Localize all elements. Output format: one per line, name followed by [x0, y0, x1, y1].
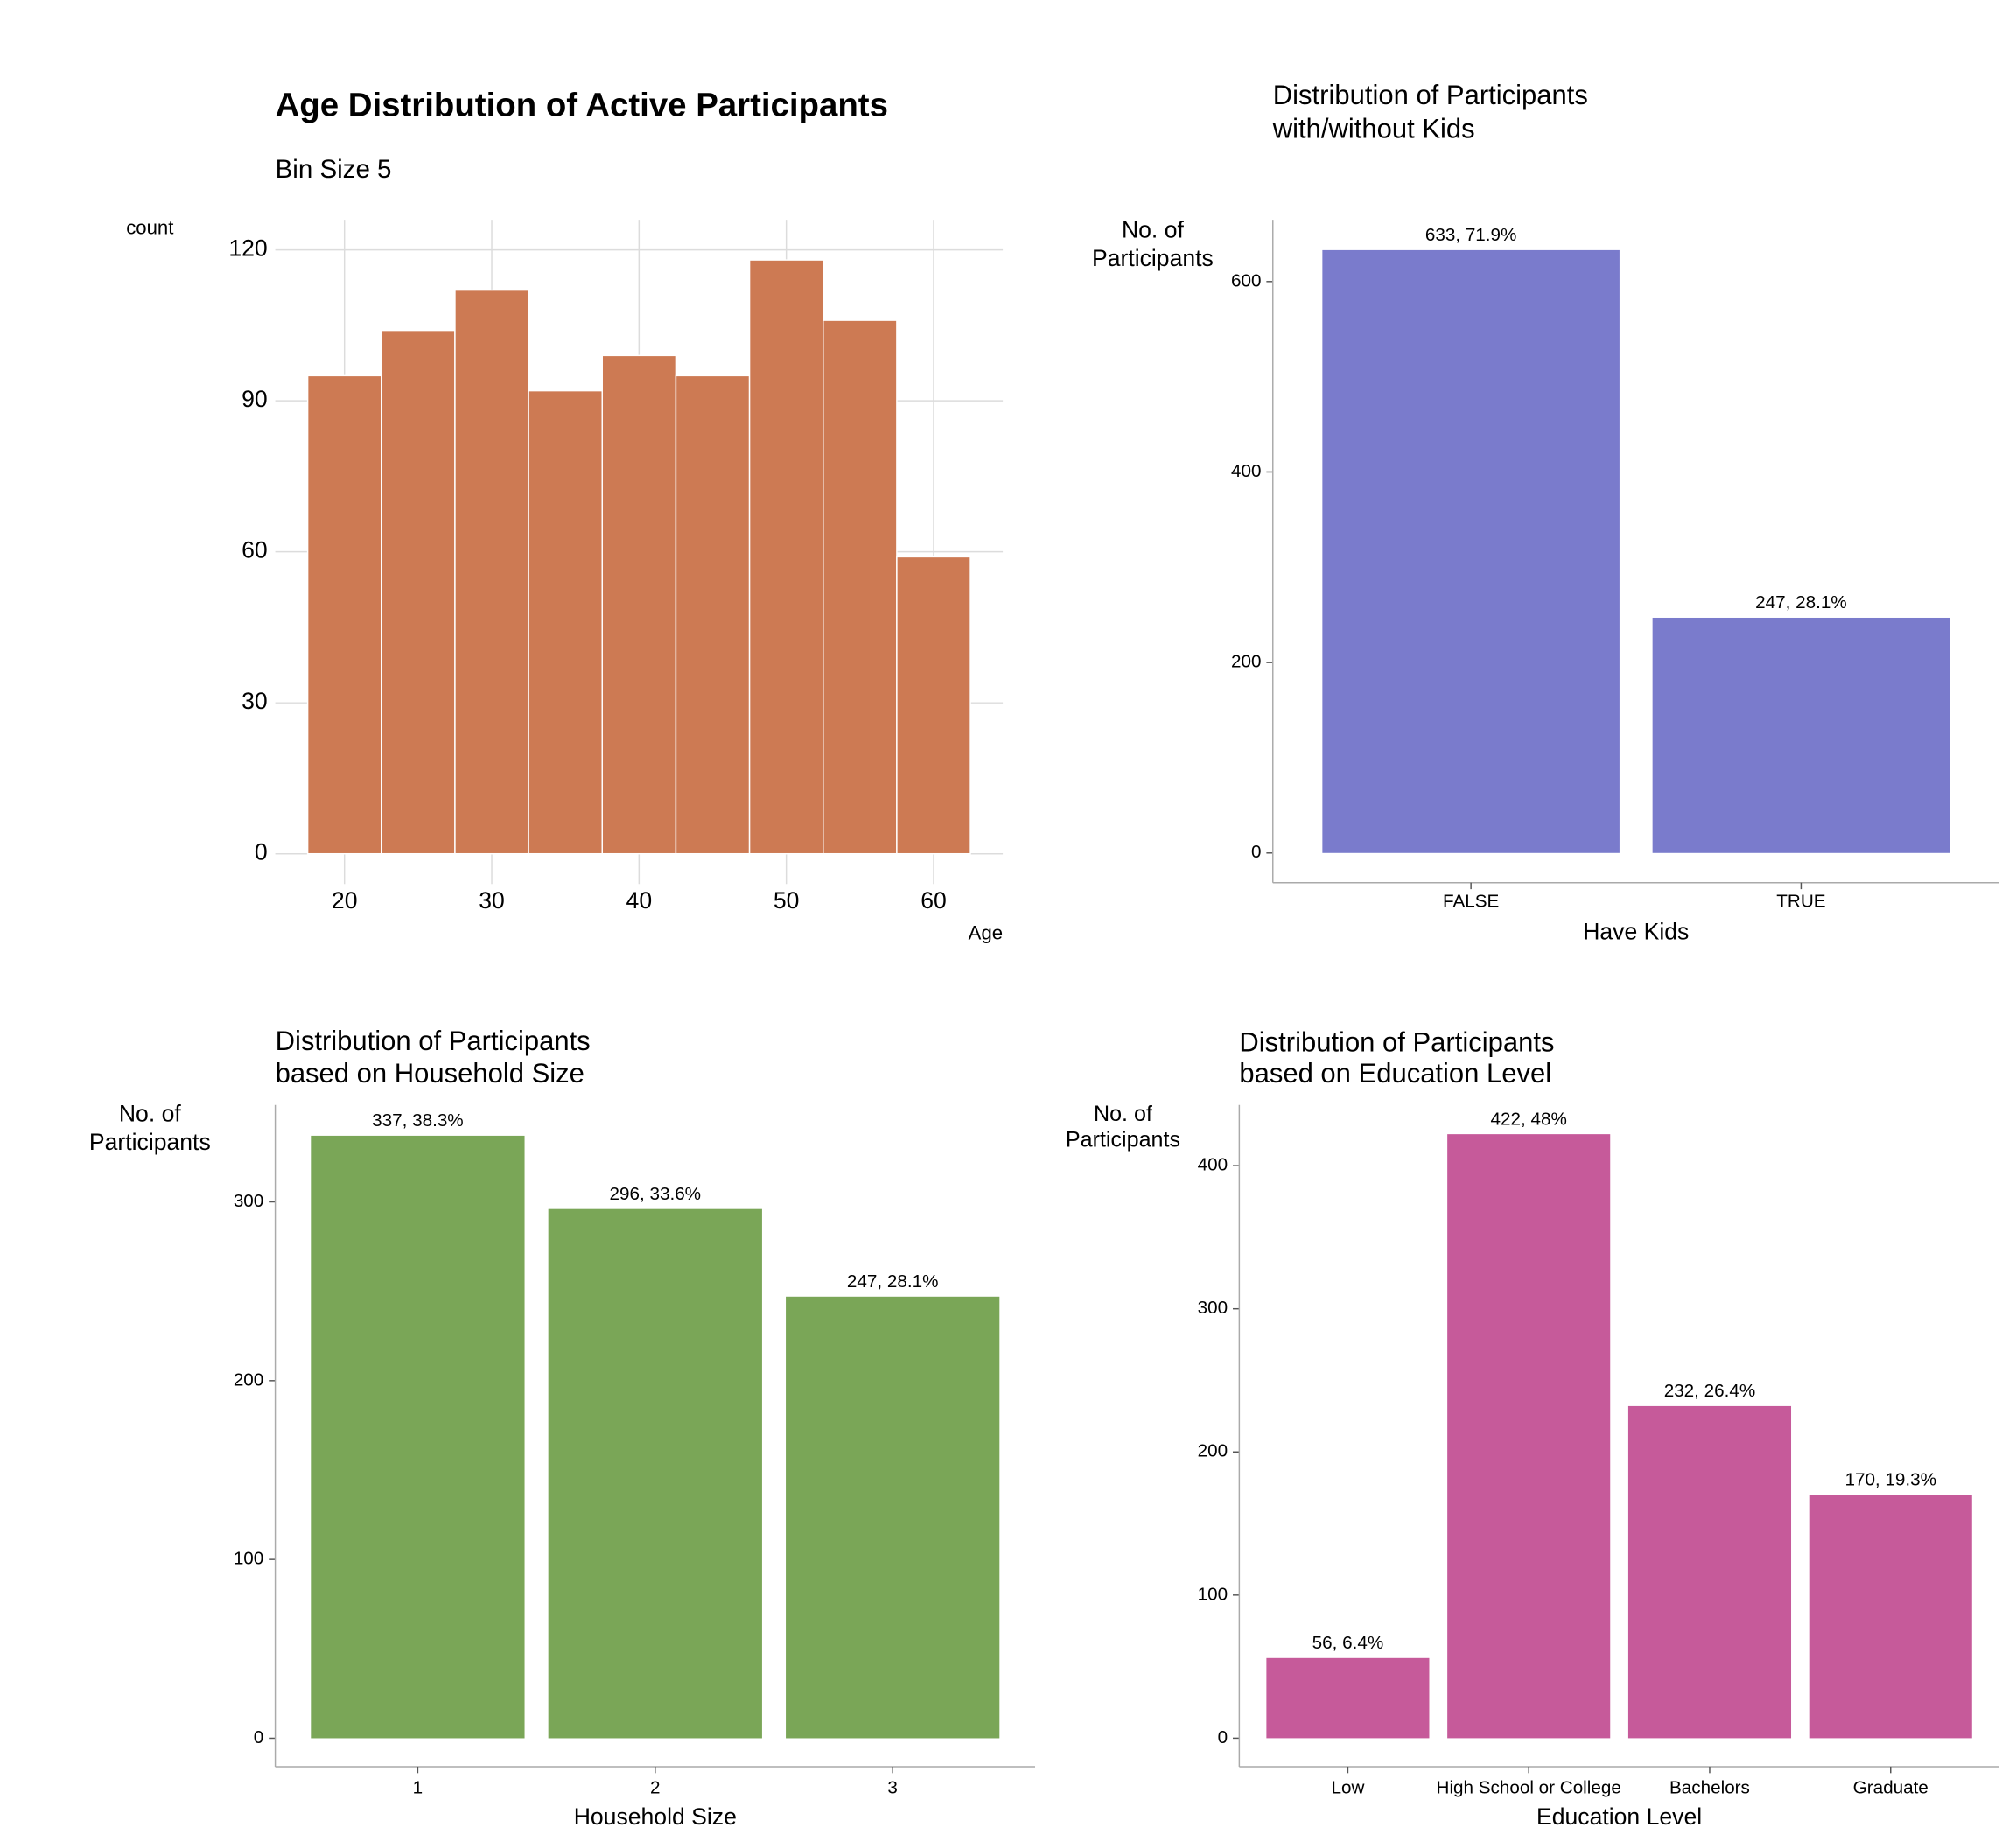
histogram-bar	[675, 374, 751, 855]
y-tick-label: 100	[234, 1549, 263, 1569]
x-axis-label: Have Kids	[1583, 918, 1689, 944]
x-tick-label: Bachelors	[1670, 1778, 1750, 1798]
chart-title: with/without Kids	[1272, 113, 1475, 144]
chart-title: Age Distribution of Active Participants	[276, 87, 888, 124]
x-tick-label: FALSE	[1443, 891, 1499, 911]
y-tick-label: 200	[1231, 652, 1261, 672]
y-tick-label: 90	[242, 386, 268, 412]
x-tick-label: 3	[887, 1778, 898, 1798]
value-label: 296, 33.6%	[610, 1184, 702, 1204]
y-tick-label: 60	[242, 537, 268, 564]
y-axis-label: Participants	[89, 1129, 211, 1155]
x-tick-label: 50	[774, 887, 800, 914]
histogram-bar	[896, 556, 971, 855]
x-tick-label: Low	[1331, 1778, 1364, 1798]
x-tick-label: TRUE	[1776, 891, 1825, 911]
y-tick-label: 600	[1231, 270, 1261, 290]
x-axis-label: Household Size	[574, 1803, 737, 1830]
value-label: 247, 28.1%	[847, 1271, 939, 1292]
y-tick-label: 200	[1198, 1441, 1228, 1461]
x-tick-label: Graduate	[1853, 1778, 1928, 1798]
x-tick-label: 2	[650, 1778, 661, 1798]
y-tick-label: 400	[1198, 1155, 1228, 1175]
value-label: 422, 48%	[1491, 1109, 1567, 1129]
chart-subtitle: Bin Size 5	[276, 155, 392, 184]
histogram-bar	[454, 289, 529, 855]
x-tick-label: 1	[413, 1778, 424, 1798]
y-tick-label: 300	[234, 1191, 263, 1211]
y-axis-label: Participants	[1092, 245, 1214, 271]
chart-title: Distribution of Participants	[1273, 80, 1588, 110]
x-tick-label: High School or College	[1437, 1778, 1621, 1798]
histogram-bar	[822, 319, 898, 855]
y-axis-label: count	[126, 216, 173, 238]
x-tick-label: 60	[920, 887, 947, 914]
x-axis-label: Age	[969, 922, 1003, 944]
chart-title: Distribution of Participants	[276, 1026, 591, 1056]
y-tick-label: 30	[242, 688, 268, 714]
value-label: 56, 6.4%	[1312, 1633, 1384, 1653]
bar	[1652, 617, 1950, 853]
y-tick-label: 100	[1198, 1584, 1228, 1604]
bar	[311, 1135, 525, 1739]
chart-title: Distribution of Participants	[1239, 1027, 1554, 1058]
bar	[1809, 1494, 1972, 1739]
x-tick-label: 40	[626, 887, 653, 914]
histogram-bar	[601, 354, 677, 855]
y-tick-label: 200	[234, 1369, 263, 1390]
x-tick-label: 20	[332, 887, 358, 914]
histogram-bar	[381, 329, 456, 855]
bar	[1447, 1134, 1611, 1739]
bar	[1322, 249, 1620, 853]
y-tick-label: 0	[254, 1727, 263, 1747]
chart-title: based on Household Size	[276, 1058, 584, 1088]
x-axis-label: Education Level	[1536, 1803, 1702, 1830]
chart-title: based on Education Level	[1239, 1058, 1551, 1088]
y-axis-label: Participants	[1066, 1128, 1180, 1152]
y-axis-label: No. of	[1094, 1102, 1153, 1126]
bar	[1266, 1657, 1430, 1739]
value-label: 247, 28.1%	[1755, 592, 1847, 612]
value-label: 232, 26.4%	[1664, 1381, 1756, 1401]
value-label: 633, 71.9%	[1425, 225, 1517, 245]
value-label: 170, 19.3%	[1844, 1470, 1936, 1490]
y-tick-label: 300	[1198, 1298, 1228, 1318]
x-tick-label: 30	[479, 887, 505, 914]
bar	[786, 1296, 1000, 1739]
histogram-bar	[306, 374, 382, 855]
y-axis-label: No. of	[119, 1101, 182, 1127]
y-axis-label: No. of	[1122, 216, 1185, 242]
y-tick-label: 120	[228, 235, 267, 262]
bar	[548, 1208, 762, 1739]
y-tick-label: 400	[1231, 461, 1261, 481]
histogram-bar	[748, 259, 824, 855]
y-tick-label: 0	[255, 839, 268, 865]
y-tick-label: 0	[1251, 842, 1262, 862]
bar	[1628, 1405, 1792, 1739]
value-label: 337, 38.3%	[372, 1110, 464, 1130]
histogram-bar	[528, 389, 603, 855]
y-tick-label: 0	[1218, 1727, 1228, 1747]
